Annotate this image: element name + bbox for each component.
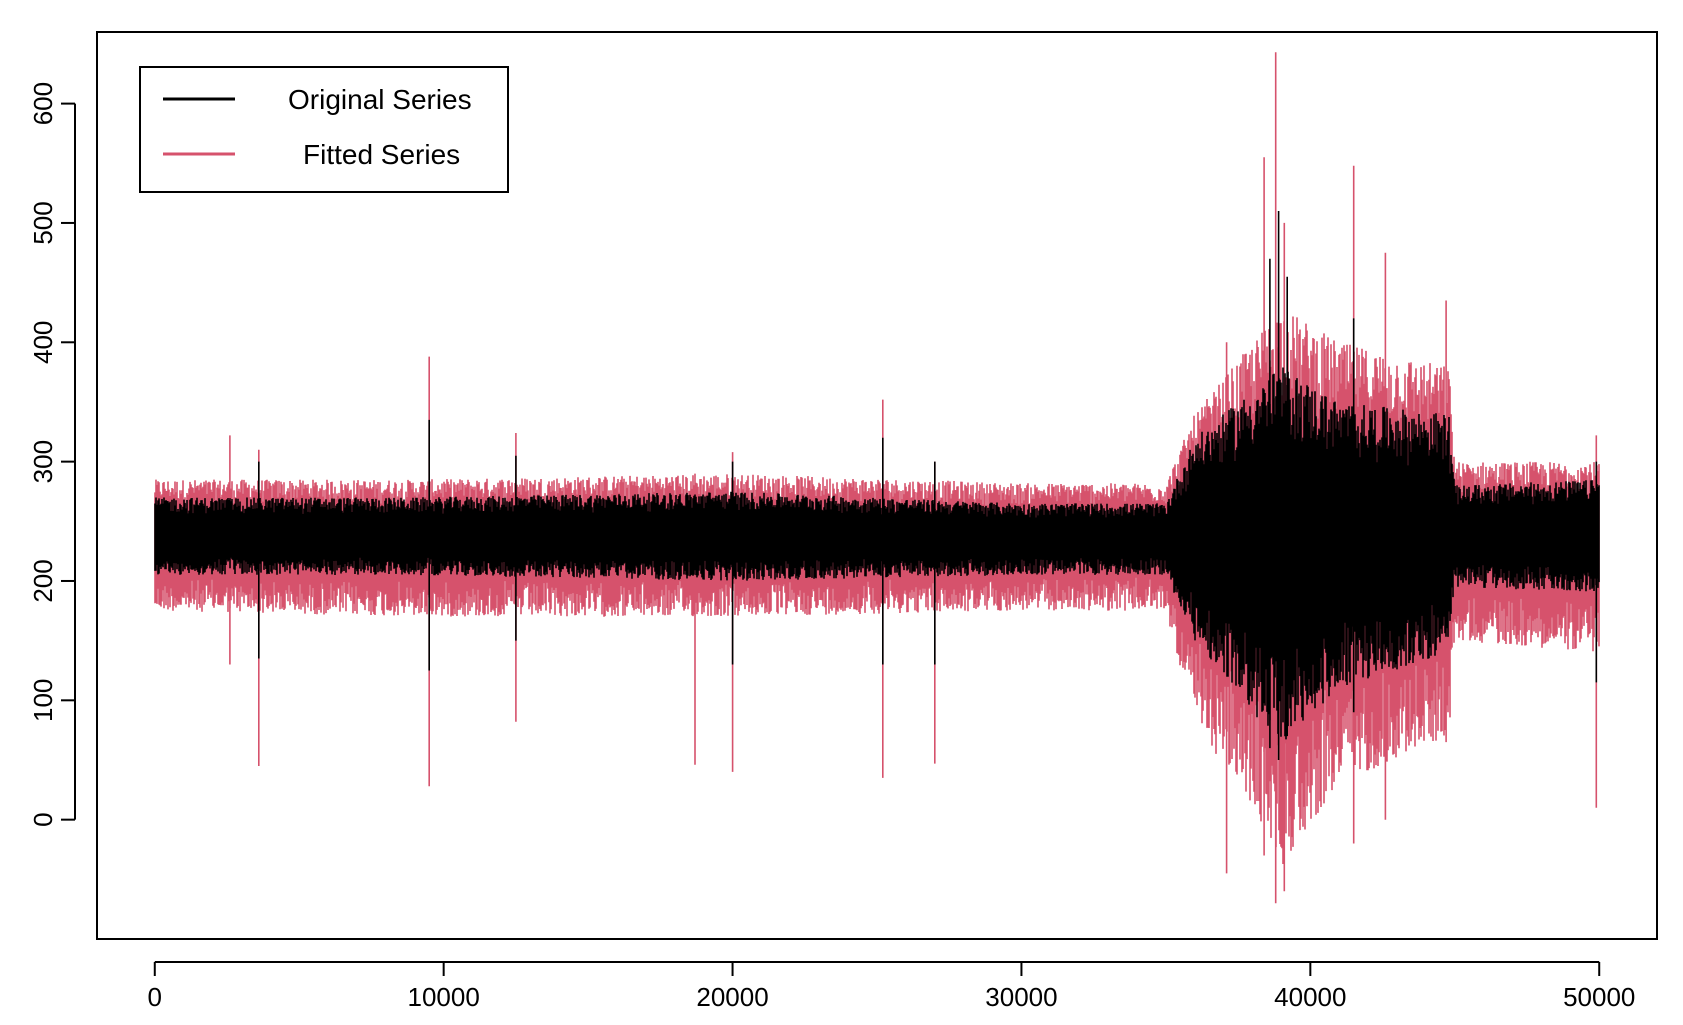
legend-label-fitted: Fitted Series — [303, 139, 460, 170]
y-tick-label: 100 — [28, 679, 58, 722]
series-original-line — [154, 211, 1600, 760]
x-axis: 0 10000 20000 30000 40000 50000 — [148, 961, 1635, 1012]
y-tick-label: 200 — [28, 559, 58, 602]
x-tick-label: 0 — [148, 982, 162, 1012]
legend: Original Series Fitted Series — [139, 66, 509, 193]
series-layer — [154, 52, 1600, 904]
x-tick-label: 20000 — [696, 982, 768, 1012]
y-axis: 0 100 200 300 400 500 600 — [28, 82, 76, 827]
y-tick-label: 600 — [28, 82, 58, 125]
x-tick-label: 30000 — [985, 982, 1057, 1012]
x-tick-label: 10000 — [408, 982, 480, 1012]
y-tick-label: 300 — [28, 440, 58, 483]
x-tick-label: 50000 — [1563, 982, 1635, 1012]
x-tick-label: 40000 — [1274, 982, 1346, 1012]
y-tick-label: 400 — [28, 321, 58, 364]
legend-box — [139, 66, 509, 193]
legend-label-original: Original Series — [288, 84, 472, 115]
y-tick-label: 500 — [28, 201, 58, 244]
y-tick-label: 0 — [28, 812, 58, 826]
